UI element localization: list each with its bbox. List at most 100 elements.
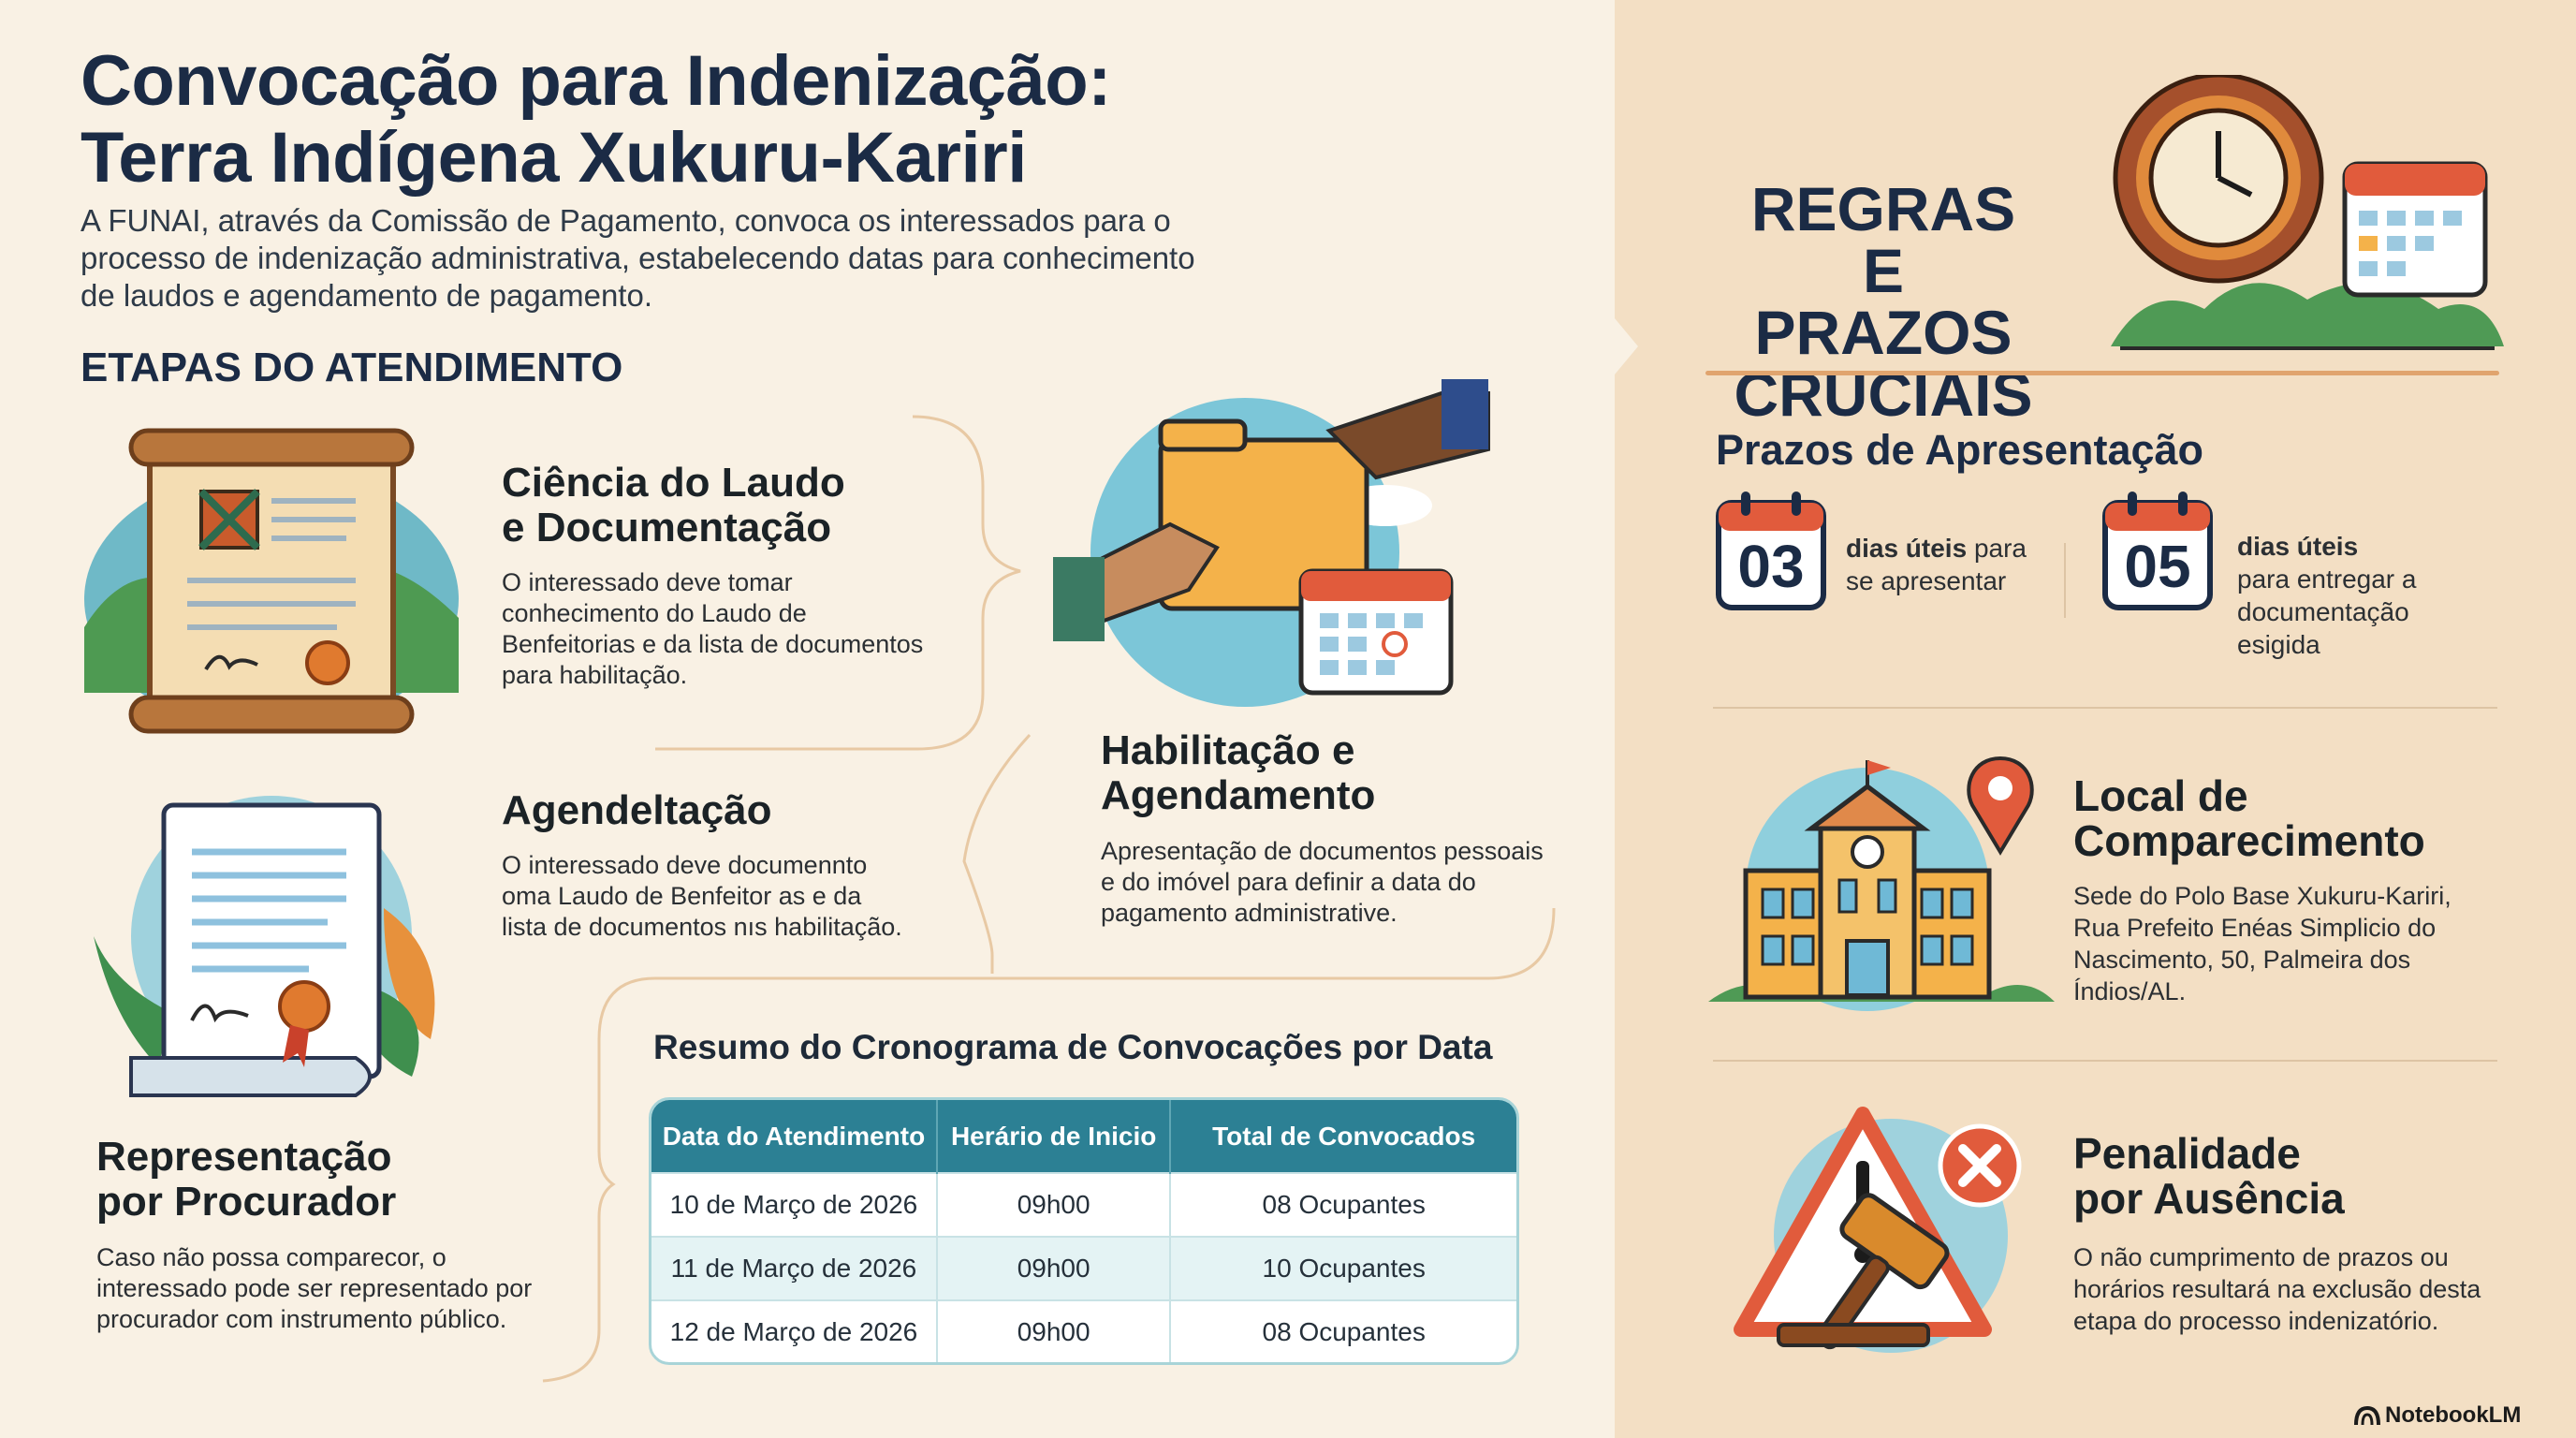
step2-title: Habilitação e Agendamento — [1101, 728, 1375, 818]
deadline2-line3: documentação — [2237, 597, 2409, 626]
desc-line: Nascimento, 50, Palmeira dos — [2073, 946, 2411, 974]
title-line: Convocação para Indenização: — [80, 41, 1112, 121]
deadline2-line4: esigida — [2237, 630, 2320, 659]
deadline2-number: 05 — [2124, 533, 2191, 600]
deadline1-line1: dias úteis para — [1846, 532, 2027, 565]
step3-title: Agendeltação — [502, 787, 772, 833]
rules-title-line: REGRAS E — [1750, 174, 2016, 305]
column-header: Total de Convocados — [1170, 1100, 1516, 1173]
penalty-title-line: por Ausência — [2073, 1174, 2345, 1223]
desc-line: O interessado deve tomar — [502, 568, 793, 596]
deadline1-number: 03 — [1737, 533, 1805, 600]
step4-title: Representação por Procurador — [96, 1135, 396, 1225]
step3-description: O interessado deve documennto oma Laudo … — [502, 850, 902, 943]
calendar-03-icon — [1716, 492, 1826, 610]
gavel-warning-icon — [1734, 1107, 2022, 1353]
desc-line: horários resultará na exclusão desta — [2073, 1275, 2481, 1303]
section-divider — [1713, 707, 2497, 709]
panel-notch — [1591, 290, 1638, 403]
desc-line: e do imóvel para definir a data do — [1101, 868, 1476, 896]
desc-line: pagamento administrative. — [1101, 899, 1398, 927]
schedule-title: Resumo do Cronograma de Convocações por … — [653, 1028, 1493, 1066]
step1-description: O interessado deve tomar conhecimento do… — [502, 567, 923, 691]
deadline1-line2: se apresentar — [1846, 566, 2007, 595]
signed-document-icon — [94, 796, 435, 1097]
location-title-line: Comparecimento — [2073, 816, 2425, 865]
desc-line: interessado pode ser representado por — [96, 1274, 533, 1302]
location-title-line: Local de — [2073, 771, 2248, 820]
clock-calendar-icon — [2111, 75, 2504, 350]
intro-line: de laudos e agendamento de pagamento. — [80, 278, 652, 313]
column-header: Data do Atendimento — [651, 1100, 938, 1173]
step4-description: Caso não possa comparecor, o interessado… — [96, 1242, 532, 1335]
brand-label: NotebookLM — [2385, 1402, 2522, 1428]
deadline2-line1: dias úteis — [2237, 530, 2416, 563]
table-cell: 10 de Março de 2026 — [651, 1172, 938, 1237]
deadline1-text: dias úteis para se apresentar — [1846, 532, 2027, 597]
desc-line: procurador com instrumento público. — [96, 1305, 507, 1333]
penalty-title: Penalidade por Ausência — [2073, 1131, 2345, 1221]
rules-title-line: PRAZOS — [1754, 298, 2012, 367]
intro-line: processo de indenização administrativa, … — [80, 241, 1195, 275]
deadline1-bold: dias úteis — [1846, 534, 1968, 563]
step2-description: Apresentação de documentos pessoais e do… — [1101, 836, 1544, 929]
deadline2-bold: dias úteis — [2237, 532, 2359, 561]
schedule-table: Data do Atendimento Herário de Inicio To… — [649, 1097, 1519, 1365]
deadline1-suffix: para — [1967, 534, 2027, 563]
table-row: 10 de Março de 2026 09h00 08 Ocupantes — [651, 1172, 1516, 1237]
desc-line: Sede do Polo Base Xukuru-Kariri, — [2073, 882, 2452, 910]
penalty-description: O não cumprimento de prazos ou horários … — [2073, 1241, 2481, 1337]
desc-line: O não cumprimento de prazos ou — [2073, 1243, 2449, 1271]
table-cell: 09h00 — [936, 1299, 1172, 1362]
calendar-05-icon — [2102, 492, 2213, 610]
desc-line: etapa do processo indenizatório. — [2073, 1307, 2439, 1335]
table-cell: 08 Ocupantes — [1170, 1172, 1516, 1237]
desc-line: lista de documentos nıs habilitação. — [502, 913, 902, 941]
step-title-line: e Documentação — [502, 505, 832, 550]
step-title-line: por Procurador — [96, 1179, 397, 1225]
desc-line: oma Laudo de Benfeitor as e da — [502, 882, 862, 910]
desc-line: Índios/AL. — [2073, 977, 2187, 1005]
desc-line: O interessado deve documennto — [502, 851, 868, 879]
table-row: 12 de Março de 2026 09h00 08 Ocupantes — [651, 1299, 1516, 1362]
step-title-line: Representação — [96, 1134, 392, 1180]
deadline2-text: dias úteis para entregar a documentação … — [2237, 530, 2416, 661]
folder-handoff-icon — [1053, 379, 1490, 707]
step-title-line: Agendamento — [1101, 772, 1376, 818]
desc-line: Rua Prefeito Enéas Simplicio do — [2073, 914, 2437, 942]
table-cell: 08 Ocupantes — [1170, 1299, 1516, 1362]
desc-line: Apresentação de documentos pessoais — [1101, 837, 1544, 865]
step-title-line: Ciência do Laudo — [502, 460, 845, 506]
column-header: Herário de Inicio — [936, 1100, 1172, 1173]
penalty-title-line: Penalidade — [2073, 1129, 2301, 1178]
steps-section-title: ETAPAS DO ATENDIMENTO — [80, 345, 623, 390]
scroll-certificate-icon — [84, 428, 459, 734]
intro-line: A FUNAI, através da Comissão de Pagament… — [80, 203, 1171, 238]
step1-title: Ciência do Laudo e Documentação — [502, 461, 845, 550]
location-title: Local de Comparecimento — [2073, 773, 2425, 863]
table-cell: 10 Ocupantes — [1170, 1236, 1516, 1300]
desc-line: Benfeitorias e da lista de documentos — [502, 630, 924, 658]
rules-title: REGRAS E PRAZOS CRUCIAIS — [1734, 178, 2033, 425]
building-location-icon — [1708, 756, 2055, 1011]
desc-line: Caso não possa comparecor, o — [96, 1243, 446, 1271]
location-description: Sede do Polo Base Xukuru-Kariri, Rua Pre… — [2073, 880, 2452, 1007]
notebooklm-logo-icon — [2354, 1405, 2380, 1426]
rules-divider — [1705, 371, 2499, 375]
title-line: Terra Indígena Xukuru-Kariri — [80, 118, 1027, 198]
table-cell: 12 de Março de 2026 — [651, 1299, 938, 1362]
intro-text: A FUNAI, através da Comissão de Pagament… — [80, 202, 1260, 315]
deadlines-title: Prazos de Apresentação — [1716, 426, 2204, 474]
deadline-separator — [2064, 543, 2066, 618]
table-header-row: Data do Atendimento Herário de Inicio To… — [651, 1100, 1516, 1173]
table-row: 11 de Março de 2026 09h00 10 Ocupantes — [651, 1236, 1516, 1300]
section-divider — [1713, 1060, 2497, 1062]
table-cell: 09h00 — [936, 1236, 1172, 1300]
desc-line: conhecimento do Laudo de — [502, 599, 807, 627]
table-cell: 09h00 — [936, 1172, 1172, 1237]
desc-line: para habilitação. — [502, 661, 688, 689]
page-title: Convocação para Indenização: Terra Indíg… — [80, 41, 1112, 198]
table-cell: 11 de Março de 2026 — [651, 1236, 938, 1300]
deadline2-line2: para entregar a — [2237, 565, 2417, 594]
step-connectors — [542, 415, 1556, 1383]
